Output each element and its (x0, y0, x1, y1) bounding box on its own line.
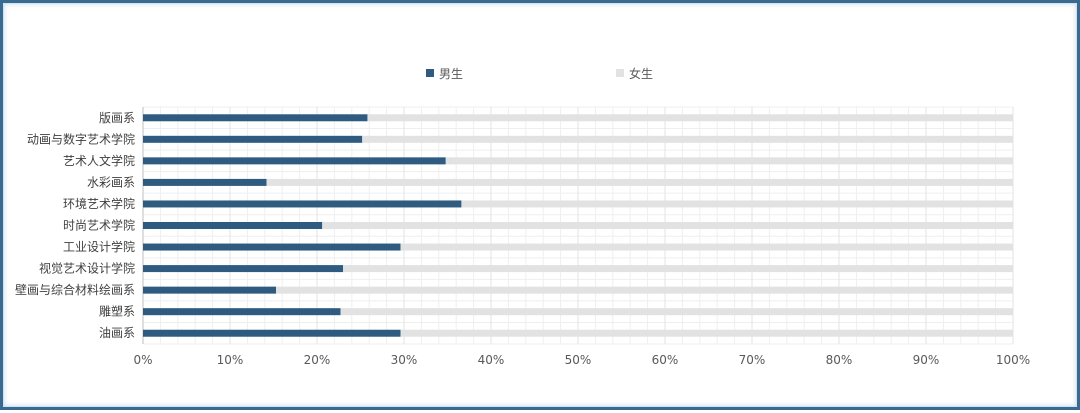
bar (461, 200, 1013, 208)
bar (143, 114, 368, 122)
legend-label: 男生 (439, 67, 463, 81)
bar (400, 243, 1013, 251)
legend-swatch (426, 69, 434, 77)
category-label: 视觉艺术设计学院 (39, 261, 135, 276)
bar (400, 329, 1013, 337)
x-tick-label: 20% (304, 353, 331, 367)
category-label: 壁画与综合材料绘画系 (15, 282, 135, 297)
x-axis-ticks: 0% 10% 20% 30% 40% 50% 60% 70% 80% 90% 100% (133, 353, 1030, 367)
bar (322, 222, 1014, 229)
bar (143, 265, 344, 273)
bar (340, 308, 1013, 316)
bar (143, 200, 462, 208)
category-label: 雕塑系 (99, 304, 135, 319)
bar (362, 135, 1013, 143)
x-tick-label: 70% (739, 353, 766, 367)
category-label: 工业设计学院 (63, 239, 135, 254)
x-tick-label: 90% (913, 353, 940, 367)
x-tick-label: 0% (133, 353, 152, 367)
category-labels: 版画系动画与数字艺术学院艺术人文学院水彩画系环境艺术学院时尚艺术学院工业设计学院… (15, 111, 135, 340)
bar (143, 222, 323, 229)
bar (367, 114, 1014, 122)
category-label: 动画与数字艺术学院 (27, 131, 135, 146)
category-label: 艺术人文学院 (63, 153, 135, 168)
x-tick-label: 80% (826, 353, 853, 367)
bar (343, 265, 1014, 273)
category-label: 环境艺术学院 (63, 196, 135, 211)
legend: 男生 女生 (426, 66, 653, 81)
x-tick-label: 30% (391, 353, 418, 367)
category-label: 油画系 (99, 326, 135, 340)
x-tick-label: 10% (217, 353, 244, 367)
bar (143, 243, 401, 251)
bar (143, 329, 401, 337)
category-label: 水彩画系 (87, 175, 135, 189)
bar (143, 135, 363, 143)
bar-chart: 男生 女生 版画系动画与数字艺术学院艺术人文学院水彩画系环境艺术学院时尚艺术学院工… (15, 66, 1030, 367)
bar (445, 157, 1013, 165)
bar (143, 308, 341, 316)
bars (143, 114, 1014, 337)
bar (266, 178, 1013, 186)
x-tick-label: 40% (478, 353, 505, 367)
legend-label: 女生 (629, 66, 653, 81)
x-tick-label: 60% (652, 353, 679, 367)
x-tick-label: 100% (996, 353, 1030, 367)
bar (143, 178, 267, 186)
bar (276, 286, 1013, 294)
legend-swatch (616, 69, 624, 77)
bar (143, 286, 277, 294)
category-label: 版画系 (99, 111, 135, 125)
category-label: 时尚艺术学院 (63, 218, 135, 233)
x-tick-label: 50% (565, 353, 592, 367)
bar (143, 157, 446, 165)
